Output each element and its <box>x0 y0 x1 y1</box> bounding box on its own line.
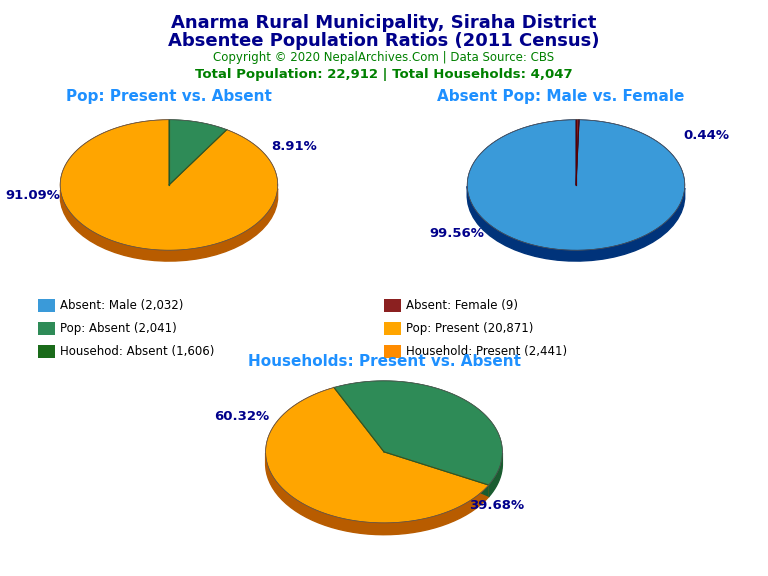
Text: Pop: Present (20,871): Pop: Present (20,871) <box>406 322 533 335</box>
Text: Pop: Absent (2,041): Pop: Absent (2,041) <box>60 322 177 335</box>
Polygon shape <box>467 186 685 261</box>
Polygon shape <box>266 453 488 535</box>
Text: 0.44%: 0.44% <box>684 130 730 142</box>
Text: 91.09%: 91.09% <box>5 190 61 202</box>
Polygon shape <box>384 452 488 497</box>
Text: Household: Present (2,441): Household: Present (2,441) <box>406 345 567 358</box>
Text: Absent Pop: Male vs. Female: Absent Pop: Male vs. Female <box>437 89 684 104</box>
Text: 60.32%: 60.32% <box>214 410 270 423</box>
Text: Pop: Present vs. Absent: Pop: Present vs. Absent <box>66 89 272 104</box>
Text: Copyright © 2020 NepalArchives.Com | Data Source: CBS: Copyright © 2020 NepalArchives.Com | Dat… <box>214 51 554 64</box>
Text: Absent: Female (9): Absent: Female (9) <box>406 299 518 312</box>
Text: 99.56%: 99.56% <box>429 228 484 240</box>
Polygon shape <box>488 453 502 497</box>
Text: 39.68%: 39.68% <box>469 499 524 511</box>
Text: Househod: Absent (1,606): Househod: Absent (1,606) <box>60 345 214 358</box>
Text: Households: Present vs. Absent: Households: Present vs. Absent <box>247 354 521 369</box>
Polygon shape <box>60 120 278 250</box>
Polygon shape <box>266 388 488 523</box>
Polygon shape <box>61 188 277 261</box>
Polygon shape <box>384 452 488 497</box>
Text: Absent: Male (2,032): Absent: Male (2,032) <box>60 299 184 312</box>
Polygon shape <box>467 120 685 250</box>
Polygon shape <box>169 120 227 185</box>
Text: 8.91%: 8.91% <box>271 141 317 153</box>
Polygon shape <box>334 381 502 485</box>
Text: Total Population: 22,912 | Total Households: 4,047: Total Population: 22,912 | Total Househo… <box>195 68 573 81</box>
Polygon shape <box>576 120 579 185</box>
Text: Absentee Population Ratios (2011 Census): Absentee Population Ratios (2011 Census) <box>168 32 600 50</box>
Text: Anarma Rural Municipality, Siraha District: Anarma Rural Municipality, Siraha Distri… <box>171 14 597 32</box>
